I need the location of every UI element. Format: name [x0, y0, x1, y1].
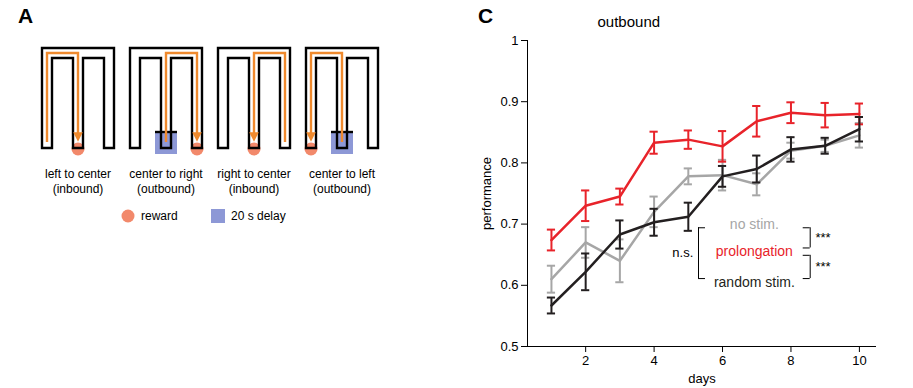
- svg-text:0.9: 0.9: [500, 94, 518, 109]
- svg-text:performance: performance: [479, 157, 494, 230]
- html-text:A: A: [18, 4, 34, 27]
- html-text:C: C: [478, 4, 494, 27]
- svg-text:center to left: center to left: [309, 167, 376, 181]
- svg-text:(outbound): (outbound): [137, 182, 195, 196]
- svg-text:reward: reward: [141, 209, 178, 223]
- svg-text:4: 4: [650, 353, 657, 368]
- svg-text:(inbound): (inbound): [229, 182, 280, 196]
- svg-text:left to center: left to center: [45, 167, 111, 181]
- svg-text:(outbound): (outbound): [313, 182, 371, 196]
- svg-text:1: 1: [511, 33, 518, 48]
- svg-text:***: ***: [815, 259, 830, 274]
- svg-text:20 s delay: 20 s delay: [231, 209, 286, 223]
- svg-text:0.6: 0.6: [500, 277, 518, 292]
- svg-text:2: 2: [582, 353, 589, 368]
- svg-text:0.7: 0.7: [500, 216, 518, 231]
- svg-text:no stim.: no stim.: [730, 216, 779, 232]
- svg-text:10: 10: [852, 353, 866, 368]
- svg-text:8: 8: [787, 353, 794, 368]
- svg-text:prolongation: prolongation: [716, 243, 793, 259]
- svg-text:0.5: 0.5: [500, 339, 518, 354]
- svg-text:6: 6: [719, 353, 726, 368]
- svg-text:(inbound): (inbound): [53, 182, 104, 196]
- svg-text:right to center: right to center: [217, 167, 290, 181]
- svg-text:***: ***: [815, 230, 830, 245]
- svg-text:center to right: center to right: [129, 167, 203, 181]
- svg-text:outbound: outbound: [598, 13, 661, 30]
- svg-text:n.s.: n.s.: [672, 245, 693, 260]
- svg-text:random stim.: random stim.: [714, 274, 795, 290]
- svg-text:days: days: [688, 371, 716, 386]
- svg-text:0.8: 0.8: [500, 155, 518, 170]
